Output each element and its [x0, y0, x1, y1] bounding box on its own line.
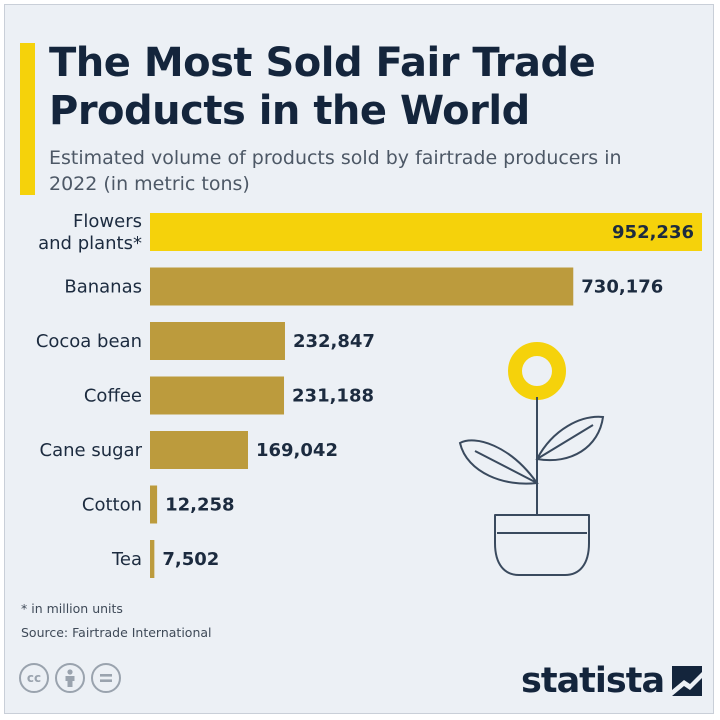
license-icons: cc	[19, 663, 121, 693]
statista-brand[interactable]: statista	[521, 661, 703, 701]
value-label-1: 730,176	[581, 277, 663, 298]
attribution-person-icon[interactable]	[55, 663, 85, 693]
plant-illustration	[458, 342, 605, 576]
bar-chart: Flowers and plants* 952,236 Bananas 730,176 C…	[36, 211, 702, 578]
value-label-3: 231,188	[292, 386, 374, 407]
category-label-2: Cocoa bean	[36, 331, 142, 352]
source-note: Source: Fairtrade International	[21, 625, 212, 640]
chart-subtitle: Estimated volume of products sold by fai…	[49, 147, 622, 195]
statista-logo-icon	[672, 666, 703, 696]
title-accent-bar	[20, 43, 35, 195]
bar-6	[150, 540, 155, 578]
category-label-6: Tea	[111, 549, 142, 570]
brand-wordmark: statista	[521, 661, 665, 701]
value-label-0: 952,236	[612, 222, 694, 243]
no-derivatives-icon[interactable]	[91, 663, 121, 693]
value-label-5: 12,258	[165, 495, 234, 516]
bars-layer: Flowers and plants* 952,236 Bananas 730,176 C…	[36, 211, 702, 578]
bar-3	[150, 376, 285, 415]
bar-0	[150, 213, 702, 251]
creative-commons-icon[interactable]: cc	[19, 663, 49, 693]
plant-right-leaf-icon	[535, 415, 605, 462]
footnote: * in million units	[21, 601, 123, 616]
plant-pot-icon	[494, 514, 590, 576]
value-label-2: 232,847	[293, 331, 375, 352]
bar-5	[150, 485, 158, 524]
category-label-3: Coffee	[84, 386, 142, 407]
category-label-5: Cotton	[82, 495, 142, 516]
infographic-card: The Most Sold Fair Trade Products in the…	[4, 4, 714, 714]
value-label-4: 169,042	[256, 440, 338, 461]
value-label-6: 7,502	[162, 549, 219, 570]
bar-4	[150, 431, 248, 469]
plant-left-leaf-icon	[458, 439, 539, 485]
category-label-1: Bananas	[64, 277, 142, 298]
bar-1	[150, 267, 574, 306]
category-label-4: Cane sugar	[40, 440, 143, 461]
page-title: The Most Sold Fair Trade Products in the…	[49, 40, 596, 134]
plant-flower-icon	[508, 342, 566, 400]
category-label-0: Flowers and plants*	[38, 211, 142, 254]
bar-2	[150, 322, 285, 360]
